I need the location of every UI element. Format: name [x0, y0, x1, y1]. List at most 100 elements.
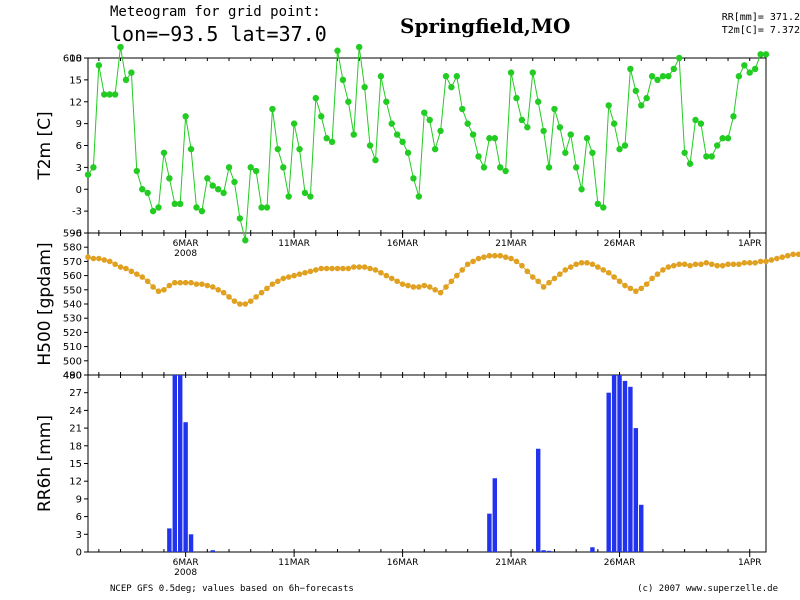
h500-point — [540, 284, 547, 290]
y-tick-label: 0 — [76, 185, 82, 196]
t2m-point — [562, 149, 569, 156]
t2m-point — [583, 135, 591, 142]
h500-point — [209, 284, 216, 290]
t2m-point — [290, 120, 298, 127]
t2m-point — [497, 164, 504, 171]
y-tick-label: 3 — [76, 530, 82, 541]
h500-point — [269, 281, 276, 287]
h500-point — [725, 261, 731, 268]
t2m-point — [621, 142, 629, 149]
x-tick-label: 26MAR — [604, 239, 636, 249]
h500-point — [774, 255, 780, 262]
t2m-point — [247, 164, 254, 171]
x-tick-label: 6MAR — [173, 239, 199, 249]
t2m-mean-readout: T2m[C]= 7.372 — [721, 25, 800, 36]
h500-point — [242, 301, 249, 307]
x-tick-label: 16MAR — [387, 558, 419, 568]
t2m-point — [122, 76, 130, 84]
h500-point — [134, 271, 140, 277]
h500-point — [329, 265, 335, 272]
t2m-point — [735, 73, 743, 80]
t2m-point — [751, 65, 759, 73]
h500-point — [323, 265, 330, 272]
t2m-point — [697, 120, 705, 127]
h500-point — [340, 265, 346, 272]
t2m-point — [307, 193, 314, 200]
t2m-point — [616, 145, 623, 153]
h500-point — [204, 282, 211, 289]
h500-point — [161, 287, 167, 293]
h500-point — [139, 274, 146, 280]
t2m-point — [274, 145, 282, 153]
h500-point — [670, 262, 677, 269]
h500-point — [188, 279, 194, 286]
t2m-point — [296, 145, 303, 153]
h500-point — [388, 275, 395, 282]
h500-point — [746, 260, 753, 266]
h500-point — [508, 255, 514, 262]
t2m-point — [269, 105, 276, 113]
h500-point — [535, 278, 541, 285]
t2m-point — [529, 69, 536, 76]
h500-point — [237, 301, 243, 307]
h500-point — [275, 278, 281, 285]
t2m-point — [708, 153, 715, 160]
t2m-point — [600, 204, 607, 211]
x-year-label: 2008 — [174, 568, 197, 578]
h500-point — [687, 262, 693, 269]
y-axis-label: RR6h [mm] — [35, 415, 55, 512]
t2m-point — [513, 94, 520, 102]
h500-point — [171, 279, 178, 286]
y-tick-label: 15 — [69, 75, 82, 86]
t2m-point — [486, 135, 493, 142]
rr-bar — [622, 380, 628, 552]
y-tick-label: 9 — [76, 494, 82, 505]
rr-bar — [177, 375, 183, 552]
y-tick-label: 21 — [69, 424, 82, 435]
h500-point — [513, 258, 520, 265]
h500-point — [421, 282, 428, 289]
h500-point — [730, 261, 737, 268]
t2m-point — [225, 164, 233, 171]
h500-point — [763, 258, 769, 265]
h500-point — [529, 274, 536, 280]
h500-point — [443, 284, 449, 290]
t2m-point — [350, 131, 357, 138]
t2m-point — [236, 215, 244, 222]
t2m-point — [410, 175, 417, 182]
h500-point — [492, 252, 498, 259]
h500-point — [367, 265, 373, 272]
t2m-point — [383, 98, 390, 105]
h500-point — [627, 285, 634, 292]
t2m-point — [285, 193, 292, 200]
h500-point — [567, 264, 574, 270]
t2m-point — [643, 94, 650, 102]
h500-point — [226, 294, 232, 300]
t2m-point — [686, 160, 694, 167]
h500-point — [741, 260, 748, 266]
panel-frame — [87, 57, 767, 234]
h500-point — [654, 271, 661, 277]
t2m-point — [171, 200, 178, 208]
t2m-point — [713, 142, 721, 149]
rr-bar — [172, 375, 177, 552]
rr-bar — [590, 547, 595, 552]
h500-point — [361, 264, 368, 270]
t2m-point — [204, 175, 211, 182]
t2m-point — [556, 124, 564, 131]
t2m-point — [117, 43, 124, 51]
h500-point — [611, 274, 617, 280]
h500-point — [719, 262, 726, 269]
h500-point — [247, 298, 254, 304]
t2m-point — [567, 131, 574, 138]
y-tick-label: 520 — [63, 328, 82, 339]
y-tick-label: 510 — [63, 342, 82, 353]
t2m-point — [648, 73, 656, 80]
h500-point — [426, 284, 433, 290]
rr-bar — [617, 375, 622, 552]
t2m-point — [659, 73, 667, 80]
t2m-point — [301, 189, 309, 197]
h500-point — [313, 267, 319, 273]
rr-total-readout: RR[mm]= 371.2 — [721, 12, 800, 23]
t2m-point — [437, 127, 444, 135]
